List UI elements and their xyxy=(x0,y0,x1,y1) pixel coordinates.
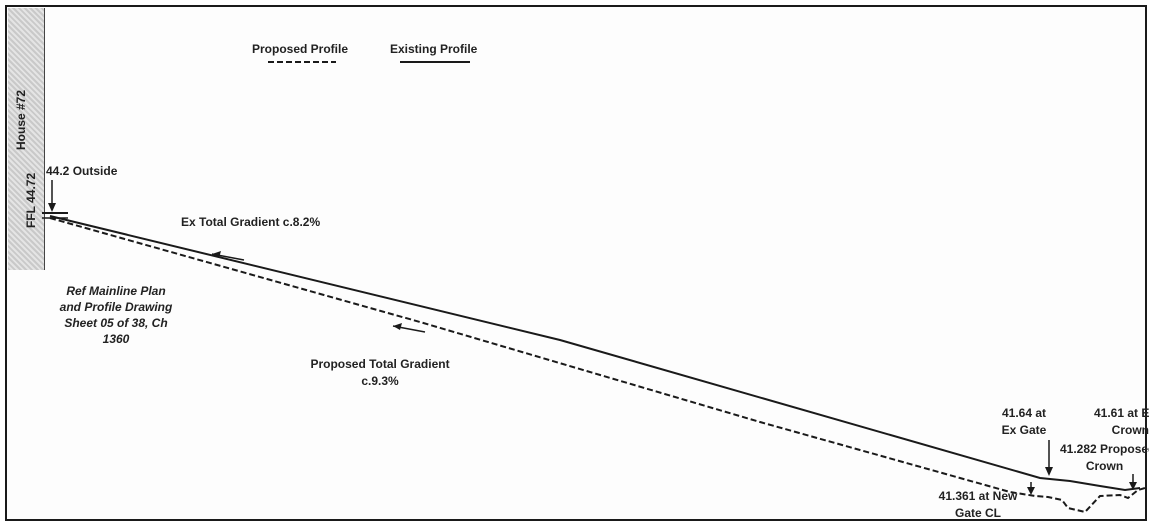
reference-line-1: Ref Mainline Plan xyxy=(66,284,166,298)
ex-gate-arrowhead xyxy=(1045,467,1053,476)
ex-gradient-label: Ex Total Gradient c.8.2% xyxy=(181,215,321,229)
proposed-crown-label: 41.282 Proposed Crown xyxy=(1060,441,1149,475)
proposed-gradient-label: Proposed Total Gradient c.9.3% xyxy=(300,356,460,390)
new-gate-line-1: 41.361 at New xyxy=(938,489,1018,503)
reference-note: Ref Mainline Plan and Profile Drawing Sh… xyxy=(46,283,186,347)
existing-profile-line xyxy=(49,215,1141,492)
proposed-crown-arrowhead xyxy=(1129,482,1137,490)
proposed-profile-line xyxy=(49,217,1146,514)
ex-gate-line-1: 41.64 at xyxy=(1001,406,1047,420)
outside-level-label: 44.2 Outside xyxy=(46,164,118,178)
proposed-crown-line-2: Crown xyxy=(1085,459,1124,473)
ex-gate-line-2: Ex Gate xyxy=(1001,423,1047,437)
proposed-gradient-line-2: c.9.3% xyxy=(361,374,399,388)
outside-level-arrowhead xyxy=(48,203,56,212)
legend-existing-label: Existing Profile xyxy=(390,42,478,56)
legend-proposed-label: Proposed Profile xyxy=(252,42,349,56)
house-block xyxy=(8,8,45,270)
drawing-frame xyxy=(5,5,1147,521)
reference-line-3: Sheet 05 of 38, Ch xyxy=(64,316,168,330)
ex-gate-label: 41.64 at Ex Gate xyxy=(996,405,1052,439)
ex-crown-line-1: 41.61 at Ex xyxy=(1094,406,1149,420)
reference-line-4: 1360 xyxy=(102,332,130,346)
reference-line-2: and Profile Drawing xyxy=(59,300,173,314)
ex-crown-line-2: Crown xyxy=(1111,423,1149,437)
new-gate-label: 41.361 at New Gate CL xyxy=(928,488,1028,522)
proposed-crown-line-1: 41.282 Proposed xyxy=(1060,442,1149,456)
ex-crown-label: 41.61 at Ex Crown xyxy=(1094,405,1149,439)
new-gate-arrowhead xyxy=(1027,487,1035,495)
new-gate-line-2: Gate CL xyxy=(954,506,1001,520)
proposed-gradient-line-1: Proposed Total Gradient xyxy=(310,357,450,371)
proposed-gradient-arrowhead xyxy=(393,323,402,330)
ex-gradient-arrowhead xyxy=(212,251,221,258)
